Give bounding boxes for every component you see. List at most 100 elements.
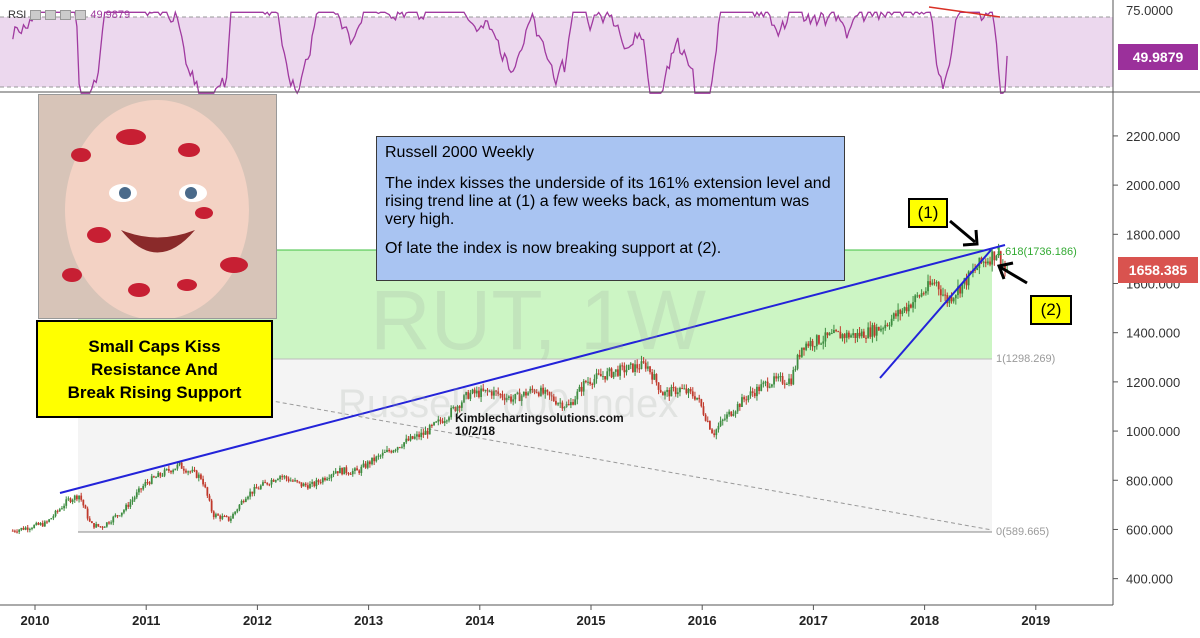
candle-body: [593, 378, 596, 385]
candlestick-series: [11, 243, 1009, 534]
candle-body: [420, 432, 423, 438]
candle-body: [862, 331, 865, 338]
candle-body: [664, 391, 666, 396]
candle-body: [997, 251, 1000, 256]
candle-body: [272, 479, 275, 482]
arrow-2: [999, 265, 1028, 285]
candle-body: [576, 391, 579, 400]
candle-body: [52, 516, 55, 519]
candle-body: [1004, 265, 1006, 270]
candle-body: [681, 387, 683, 389]
candle-body: [371, 457, 373, 465]
candle-body: [798, 354, 801, 357]
candle-body: [255, 486, 258, 489]
candle-body: [398, 447, 401, 449]
candle-body: [676, 392, 679, 395]
candle-body: [929, 281, 932, 285]
candle-body: [490, 391, 493, 396]
candle-body: [411, 436, 414, 439]
candle-body: [484, 389, 487, 391]
headline-caption: Small Caps Kiss Resistance And Break Ris…: [36, 320, 273, 418]
candle-body: [924, 291, 927, 294]
candle-body: [525, 391, 527, 396]
candle-body: [685, 388, 688, 394]
candle-body: [20, 527, 23, 530]
candle-body: [751, 391, 754, 393]
candle-body: [578, 386, 581, 392]
candle-body: [790, 378, 793, 385]
callout-2: (2): [1030, 295, 1072, 325]
candle-body: [394, 449, 397, 451]
candle-body: [884, 324, 887, 329]
candle-body: [728, 411, 731, 415]
settings-icon[interactable]: [45, 10, 57, 20]
more-icon[interactable]: [75, 10, 87, 20]
candle-body: [745, 399, 748, 401]
candle-body: [197, 474, 200, 478]
candle-body: [785, 383, 788, 385]
candle-body: [704, 414, 707, 421]
candle-body: [841, 334, 844, 339]
candle-body: [809, 340, 812, 347]
candle-body: [388, 449, 391, 452]
candle-body: [993, 251, 996, 261]
candle-body: [155, 477, 157, 479]
x-tick-label: 2013: [354, 613, 383, 628]
candle-body: [328, 477, 331, 479]
candle-body: [989, 261, 991, 265]
candle-body: [80, 495, 83, 500]
candle-body: [326, 478, 329, 481]
eye-icon[interactable]: [30, 10, 42, 20]
y-tick-label: 600.000: [1126, 522, 1173, 537]
candle-body: [324, 478, 326, 481]
candle-body: [418, 434, 420, 438]
candle-body: [176, 464, 179, 469]
watermark-symbol: RUT, 1W: [370, 273, 706, 367]
candle-body: [227, 516, 230, 521]
candle-body: [152, 476, 155, 478]
candle-body: [619, 365, 621, 376]
annotation-box: Russell 2000 Weekly The index kisses the…: [376, 136, 845, 281]
candle-body: [792, 369, 795, 385]
x-tick-label: 2015: [577, 613, 606, 628]
candle-body: [443, 420, 446, 423]
candle-body: [796, 354, 799, 369]
candle-body: [274, 480, 277, 482]
candle-body: [651, 372, 654, 380]
candle-body: [794, 368, 797, 370]
candle-body: [281, 476, 284, 478]
candle-body: [845, 332, 848, 338]
candle-body: [730, 411, 733, 416]
candle-body: [903, 307, 906, 311]
candle-body: [939, 289, 942, 296]
candle-body: [495, 390, 497, 392]
candle-body: [659, 389, 662, 393]
candle-body: [920, 293, 923, 297]
candle-body: [351, 470, 354, 475]
candle-body: [475, 390, 478, 394]
annotation-line-2: Of late the index is now breaking suppor…: [385, 240, 722, 257]
candle-body: [193, 469, 196, 471]
candle-body: [535, 392, 538, 394]
candle-body: [441, 421, 444, 423]
candle-body: [86, 508, 89, 519]
candle-body: [178, 462, 181, 465]
candle-body: [820, 343, 822, 345]
source-credit: Kimblechartingsolutions.com 10/2/18: [455, 412, 624, 438]
y-tick-label: 800.000: [1126, 473, 1173, 488]
candle-body: [899, 309, 902, 314]
candle-body: [882, 328, 885, 330]
candle-body: [405, 438, 408, 443]
close-icon[interactable]: [60, 10, 72, 20]
candle-body: [561, 402, 564, 409]
candle-body: [450, 407, 453, 418]
candle-body: [73, 495, 76, 500]
candle-body: [520, 395, 523, 402]
candle-body: [762, 382, 765, 385]
candle-body: [118, 515, 121, 517]
candle-body: [610, 368, 613, 378]
candle-body: [360, 466, 363, 474]
candle-body: [377, 455, 380, 457]
candle-body: [961, 283, 964, 294]
candle-body: [368, 461, 371, 465]
